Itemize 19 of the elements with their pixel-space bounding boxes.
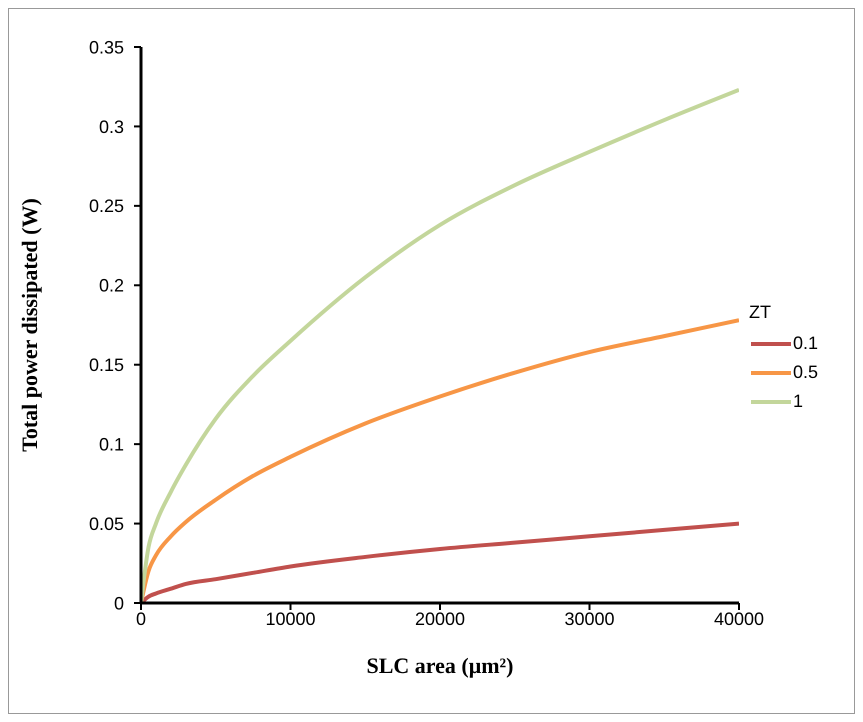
y-tick-label: 0.05: [88, 514, 124, 534]
y-tick-label: 0.3: [98, 116, 124, 137]
legend-label: 1: [793, 391, 804, 412]
x-tick-label: 20000: [414, 608, 466, 629]
y-tick-label: 0.25: [88, 196, 124, 216]
y-tick-label: 0.2: [98, 276, 124, 296]
legend-label: 0.5: [793, 362, 818, 383]
x-tick-label: 10000: [265, 608, 316, 629]
x-tick-label: 0: [136, 608, 146, 629]
y-axis-title: Total power dissipated (W): [16, 198, 42, 452]
x-axis-title: SLC area (μm²): [366, 653, 514, 678]
y-tick-label: 0.35: [88, 37, 124, 58]
y-tick-label: 0.15: [88, 355, 124, 376]
legend-title: ZT: [749, 302, 772, 323]
y-tick-label: 0.1: [98, 434, 124, 455]
x-tick-label: 40000: [714, 608, 764, 629]
x-tick-label: 30000: [564, 608, 615, 629]
y-tick-label: 0: [114, 593, 124, 614]
legend-label: 0.1: [793, 333, 818, 354]
